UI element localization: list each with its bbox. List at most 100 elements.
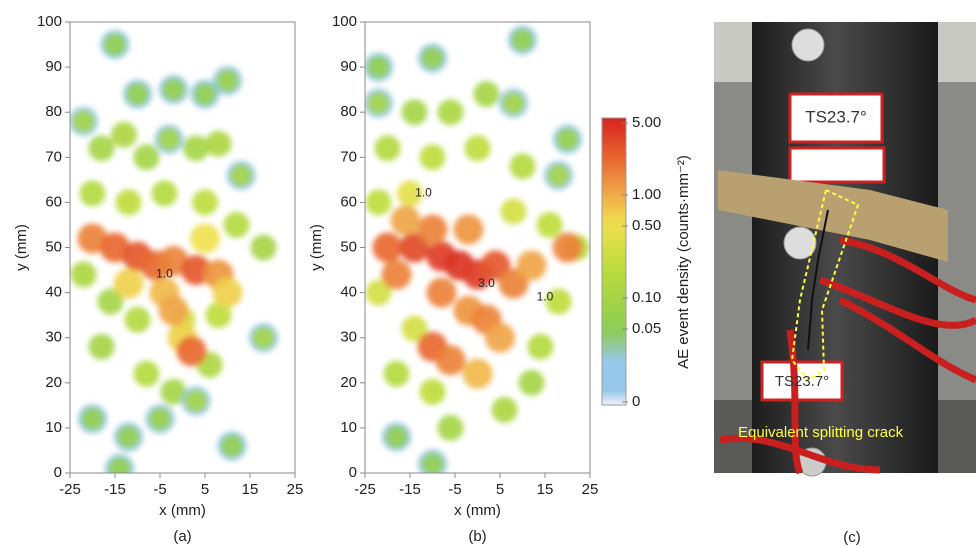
density-cell [89, 135, 115, 161]
density-cell [228, 162, 254, 188]
density-cell [206, 131, 232, 157]
density-cell [366, 90, 392, 116]
density-cell [420, 144, 446, 170]
density-cell [80, 406, 106, 432]
density-cell [134, 361, 160, 387]
x-tick-label: 25 [582, 481, 599, 498]
density-blobs [366, 27, 590, 477]
contour-label: 1.0 [537, 289, 554, 303]
colorbar-tick-label: 0.50 [632, 217, 661, 234]
density-cell [159, 296, 189, 326]
colorbar-label: AE event density (counts·mm⁻²) [675, 155, 692, 369]
x-tick-label: -25 [354, 481, 376, 498]
density-cell [546, 162, 572, 188]
y-tick-label: 70 [340, 148, 357, 165]
density-cell [224, 212, 250, 238]
density-cell [125, 81, 151, 107]
x-tick-label: -5 [448, 481, 461, 498]
y-tick-label: 0 [54, 464, 62, 481]
colorbar-tick-label: 0 [632, 393, 640, 410]
density-cell [251, 235, 277, 261]
density-cell [183, 135, 209, 161]
density-cell [537, 212, 563, 238]
density-cell [402, 99, 428, 125]
density-cell [147, 406, 173, 432]
density-cell [553, 233, 583, 263]
colorbar-tick-label: 1.00 [632, 186, 661, 203]
density-cell [213, 278, 243, 308]
density-cell [366, 189, 392, 215]
density-cell [485, 323, 515, 353]
colorbar-tick-label: 5.00 [632, 114, 661, 131]
density-cell [219, 433, 245, 459]
density-cell [111, 122, 137, 148]
density-cell [420, 379, 446, 405]
density-cell [215, 68, 241, 94]
y-tick-label: 80 [340, 103, 357, 120]
tag-label: TS23.7° [775, 373, 829, 390]
y-tick-label: 90 [340, 58, 357, 75]
tag-label: TS23.7° [805, 107, 867, 126]
density-cell [436, 345, 466, 375]
density-cell [391, 205, 421, 235]
density-cell [492, 397, 518, 423]
y-tick-label: 80 [45, 103, 62, 120]
colorbar-tick-label: 0.05 [632, 320, 661, 337]
colorbar [602, 118, 626, 405]
density-cell [384, 361, 410, 387]
y-tick-label: 40 [45, 284, 62, 301]
y-tick-label: 60 [45, 193, 62, 210]
contour-label: 1.0 [415, 186, 432, 200]
density-field [71, 32, 277, 482]
y-tick-label: 70 [45, 148, 62, 165]
density-cell [463, 359, 493, 389]
x-tick-label: -25 [59, 481, 81, 498]
density-cell [519, 370, 545, 396]
x-tick-label: 15 [537, 481, 554, 498]
density-field [366, 27, 590, 477]
y-tick-label: 0 [349, 464, 357, 481]
density-cell [510, 153, 536, 179]
y-tick-label: 10 [45, 419, 62, 436]
y-tick-label: 100 [332, 13, 357, 30]
density-cell [427, 278, 457, 308]
density-cell [116, 424, 142, 450]
density-cell [418, 214, 448, 244]
density-cell [134, 144, 160, 170]
x-tick-label: 5 [201, 481, 209, 498]
y-tick-label: 50 [45, 238, 62, 255]
density-blobs [71, 32, 277, 482]
photo: TS23.7° TS23.7° Equivalent splitting cra… [714, 22, 976, 476]
figure: TS23.7° TS23.7° Equivalent splitting cra… [0, 0, 976, 547]
density-cell [251, 325, 277, 351]
density-cell [89, 334, 115, 360]
density-cell [510, 27, 536, 53]
colorbar-tick-label: 0.10 [632, 289, 661, 306]
y-tick-label: 30 [340, 329, 357, 346]
density-cell [116, 189, 142, 215]
photo-annotation: Equivalent splitting crack [738, 424, 904, 441]
density-cell [190, 223, 220, 253]
density-cell [438, 99, 464, 125]
panel-label: (b) [468, 528, 486, 545]
panel-label: (c) [843, 529, 861, 546]
x-tick-label: -15 [104, 481, 126, 498]
density-cell [555, 126, 581, 152]
density-cell [528, 334, 554, 360]
density-cell [107, 455, 133, 481]
density-cell [438, 415, 464, 441]
density-cell [454, 214, 484, 244]
x-axis-label: x (mm) [454, 502, 501, 519]
density-cell [420, 45, 446, 71]
density-cell [474, 81, 500, 107]
density-cell [114, 269, 144, 299]
y-tick-label: 20 [340, 374, 357, 391]
density-cell [102, 32, 128, 58]
x-tick-label: 25 [287, 481, 304, 498]
y-tick-label: 40 [340, 284, 357, 301]
y-tick-label: 10 [340, 419, 357, 436]
density-cell [161, 77, 187, 103]
y-tick-label: 90 [45, 58, 62, 75]
density-cell [366, 54, 392, 80]
y-tick-label: 100 [37, 13, 62, 30]
